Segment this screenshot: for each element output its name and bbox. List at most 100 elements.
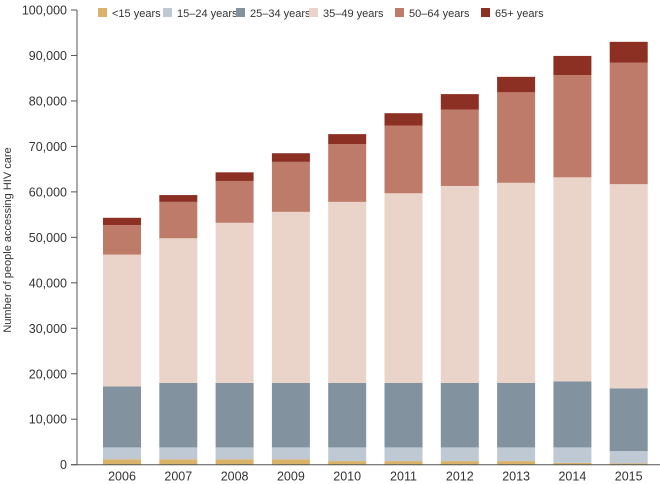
bar-segment-2010-35-49-years [328,201,367,383]
bar-segment-2015-50-64-years [609,62,648,185]
bar-segment-2011--15-years [384,461,423,465]
bar-group-2012 [440,94,479,465]
bar-segment-2015-65-years [609,41,648,63]
y-axis-title: Number of people accessing HIV care [2,147,14,332]
legend-label: 25–34 years [250,8,311,20]
bar-segment-2010--15-years [328,461,367,465]
bar-segment-2011-50-64-years [384,125,423,194]
bar-group-2015 [609,41,648,465]
bar-segment-2008-65-years [215,172,254,181]
bar-segment-2007-65-years [159,195,198,202]
bar-segment-2011-35-49-years [384,193,423,383]
legend-swatch [481,8,490,17]
bar-segment-2012-35-49-years [440,185,479,383]
legend-label: 15–24 years [177,8,238,20]
bar-segment-2015-15-24-years [609,451,648,464]
bar-segment-2012--15-years [440,461,479,465]
legend-item: 15–24 years [163,8,238,20]
bar-segment-2014-50-64-years [553,75,592,178]
x-tick-label: 2007 [164,470,192,484]
bar-group-2014 [553,55,592,465]
legend-swatch [309,8,318,17]
bar-segment-2008-35-49-years [215,222,254,383]
bar-segment-2013-65-years [497,76,536,93]
bar-segment-2014-35-49-years [553,177,592,382]
x-tick-label: 2014 [558,470,586,484]
bar-segment-2008--15-years [215,459,254,465]
y-tick-label: 100,000 [22,4,67,18]
x-tick-label: 2006 [108,470,136,484]
legend-label: 65+ years [495,8,544,20]
y-tick-label: 20,000 [29,367,67,381]
bar-segment-2014-25-34-years [553,381,592,448]
legend: <15 years 15–24 years 25–34 years 35–49 yea… [98,8,544,20]
bar-segment-2011-25-34-years [384,382,423,448]
bar-segment-2009-15-24-years [271,447,310,460]
bar-segment-2009-25-34-years [271,382,310,448]
bar-segment-2008-25-34-years [215,382,254,448]
y-tick-label: 10,000 [29,413,67,427]
bar-group-2010 [328,134,367,465]
bar-segment-2011-65-years [384,113,423,126]
x-tick-label: 2009 [277,470,305,484]
bar-segment-2010-25-34-years [328,382,367,448]
bar-segment-2013-50-64-years [497,92,536,183]
y-tick-label: 90,000 [29,49,67,63]
bar-group-2007 [159,195,198,465]
y-tick-label: 40,000 [29,276,67,290]
bar-group-2006 [103,217,141,465]
legend-label: <15 years [112,8,161,20]
bar-segment-2006-25-34-years [103,386,141,448]
bar-segment-2012-15-24-years [440,447,479,462]
bar-segment-2012-25-34-years [440,382,479,448]
y-tick-label: 60,000 [29,185,67,199]
y-axis: 0 10,000 20,000 30,000 40,000 50,000 60,000 70,… [22,4,78,472]
bar-segment-2008-50-64-years [215,180,254,223]
bar-segment-2007-50-64-years [159,201,198,239]
bar-segment-2008-15-24-years [215,447,254,460]
x-tick-label: 2008 [221,470,249,484]
bar-segment-2015-35-49-years [609,184,648,389]
bar-segment-2007--15-years [159,459,198,465]
legend-item: 35–49 years [309,8,384,20]
bar-segment-2006-50-64-years [103,225,141,255]
x-tick-label: 2015 [615,470,643,484]
legend-label: 35–49 years [323,8,384,20]
x-tick-label: 2013 [502,470,530,484]
legend-item: 25–34 years [236,8,311,20]
bar-segment-2014-15-24-years [553,447,592,463]
y-tick-label: 70,000 [29,140,67,154]
bar-segment-2006-15-24-years [103,447,141,460]
bar-segment-2006-65-years [103,217,141,226]
x-tick-label: 2010 [333,470,361,484]
y-tick-label: 80,000 [29,94,67,108]
legend-swatch [98,8,107,17]
bar-segment-2012-65-years [440,94,479,110]
y-tick-label: 30,000 [29,322,67,336]
bar-segment-2010-15-24-years [328,447,367,462]
bars [103,41,648,465]
bar-segment-2009-65-years [271,153,310,162]
bar-segment-2009--15-years [271,459,310,465]
bar-group-2008 [215,172,254,465]
bar-segment-2009-35-49-years [271,211,310,383]
legend-label: 50–64 years [409,8,470,20]
legend-swatch [395,8,404,17]
bar-segment-2006--15-years [103,459,141,465]
bar-group-2011 [384,113,423,465]
bar-segment-2013--15-years [497,461,536,465]
bar-group-2009 [271,153,310,465]
bar-segment-2013-35-49-years [497,182,536,383]
bar-segment-2011-15-24-years [384,447,423,462]
bar-segment-2007-15-24-years [159,447,198,460]
legend-swatch [163,8,172,17]
bar-segment-2010-65-years [328,134,367,145]
bar-segment-2007-35-49-years [159,238,198,383]
legend-item: <15 years [98,8,161,20]
x-axis: 2006 2007 2008 2009 2010 2011 2012 2013 2014 2015 [71,464,660,484]
bar-segment-2013-25-34-years [497,382,536,448]
x-tick-label: 2011 [390,470,417,484]
bar-group-2013 [497,76,536,465]
bar-segment-2015-25-34-years [609,388,648,452]
